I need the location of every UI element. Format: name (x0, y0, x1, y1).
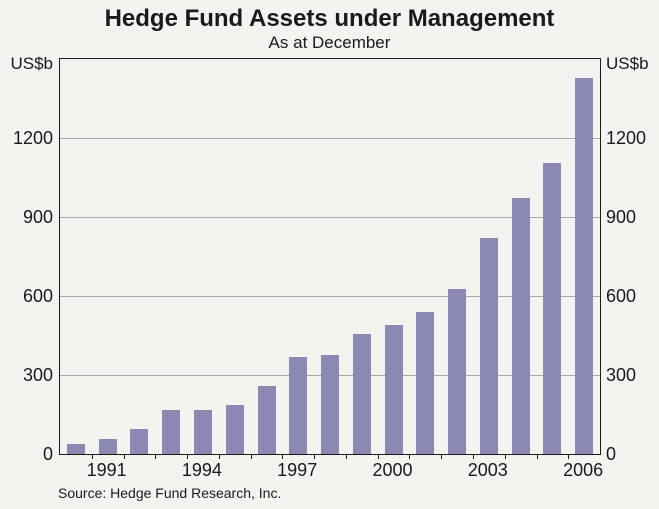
x-tick-mark (409, 454, 411, 459)
y-tick-label-right-300: 300 (606, 365, 637, 385)
x-tick-mark (314, 454, 316, 459)
bar-1994 (193, 410, 212, 454)
y-tick-label-right-0: 0 (606, 444, 617, 464)
x-tick-label-2003: 2003 (467, 460, 508, 480)
chart-subtitle: As at December (268, 33, 391, 52)
y-axis-unit-label-left: US$b (10, 54, 53, 73)
x-tick-mark (377, 454, 379, 459)
x-tick-mark (218, 454, 220, 459)
x-tick-mark (91, 454, 93, 459)
y-tick-label-right-900: 900 (606, 207, 637, 227)
bar-2006 (575, 78, 594, 454)
y-tick-label-left-900: 900 (22, 207, 53, 227)
y-tick-label-right-1200: 1200 (606, 128, 647, 148)
x-tick-mark (123, 454, 125, 459)
bar-1992 (130, 428, 149, 454)
y-tick-label-left-0: 0 (42, 444, 53, 464)
x-tick-mark (250, 454, 252, 459)
bar-2003 (479, 238, 498, 454)
y-tick-label-right-600: 600 (606, 286, 637, 306)
bar-2001 (416, 312, 435, 454)
bar-1998 (321, 355, 339, 454)
x-tick-label-1997: 1997 (277, 460, 318, 480)
bar-1999 (352, 333, 371, 454)
x-tick-label-2000: 2000 (372, 460, 413, 480)
x-tick-mark (441, 454, 443, 459)
x-tick-label-2006: 2006 (563, 460, 604, 480)
x-tick-label-1991: 1991 (86, 460, 127, 480)
x-tick-mark (345, 454, 347, 459)
bar-1995 (225, 405, 244, 454)
gridline-1200 (60, 138, 600, 139)
bar-2004 (511, 197, 530, 454)
plot-area (59, 58, 601, 455)
y-tick-label-left-1200: 1200 (12, 128, 53, 148)
bar-2005 (543, 163, 562, 454)
x-tick-mark (155, 454, 157, 459)
bar-2002 (448, 289, 467, 454)
x-tick-label-1994: 1994 (181, 460, 222, 480)
bar-1996 (257, 386, 276, 454)
x-tick-mark (568, 454, 570, 459)
bar-2000 (384, 324, 403, 454)
bar-1990 (66, 443, 85, 454)
x-tick-mark (187, 454, 189, 459)
y-tick-label-left-600: 600 (22, 286, 53, 306)
y-tick-label-left-300: 300 (22, 365, 53, 385)
x-tick-mark (282, 454, 284, 459)
bar-1997 (289, 357, 308, 454)
x-tick-mark (472, 454, 474, 459)
x-tick-mark (536, 454, 538, 459)
y-axis-unit-label-right: US$b (606, 54, 649, 73)
bar-1993 (162, 409, 181, 454)
source-note: Source: Hedge Fund Research, Inc. (58, 485, 282, 501)
chart-title: Hedge Fund Assets under Management (104, 5, 555, 32)
x-tick-mark (504, 454, 506, 459)
gridline-900 (60, 217, 600, 218)
bar-1991 (98, 438, 117, 454)
gridline-600 (60, 296, 600, 297)
